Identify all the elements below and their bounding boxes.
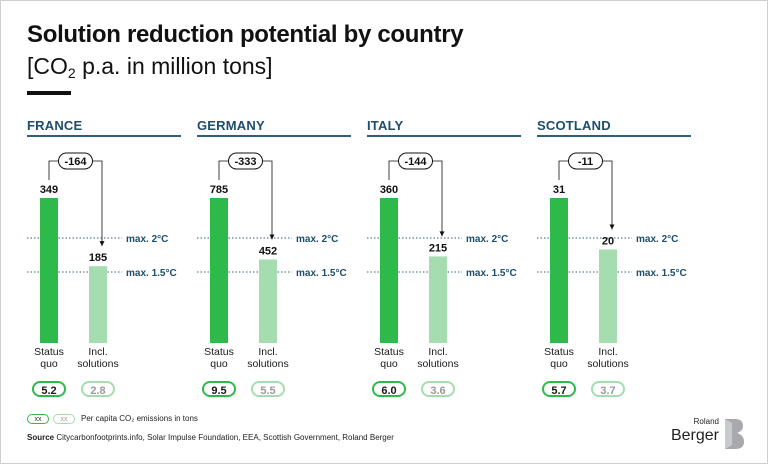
country-rule (197, 135, 351, 137)
ref-line-label: max. 2°C (636, 234, 678, 245)
per-capita-status-quo: 5.7 (542, 381, 576, 397)
reduction-arrow (269, 234, 275, 240)
category-label-incl-solutions: Incl. (598, 346, 617, 358)
reduction-pill (398, 152, 433, 170)
country-title: FRANCE (27, 118, 83, 133)
reduction-value: -333 (234, 156, 256, 168)
ref-line-label: max. 1.5°C (636, 268, 687, 279)
value-label-status-quo: 360 (380, 184, 398, 196)
category-label-status-quo: quo (210, 358, 228, 370)
per-capita-incl-solutions: 3.7 (591, 381, 625, 397)
value-label-incl-solutions: 452 (259, 246, 277, 258)
bar-incl-solutions (259, 259, 277, 343)
logo-b-mark (725, 419, 744, 449)
per-capita-incl-solutions: 3.6 (421, 381, 455, 397)
bar-incl-solutions (599, 249, 617, 343)
value-label-incl-solutions: 215 (429, 242, 447, 254)
category-label-incl-solutions: Incl. (258, 346, 277, 358)
country-title: ITALY (367, 118, 404, 133)
value-label-incl-solutions: 20 (602, 235, 614, 247)
per-capita-incl-solutions: 5.5 (251, 381, 285, 397)
country-rule (367, 135, 521, 137)
country-title: GERMANY (197, 118, 265, 133)
value-label-status-quo: 349 (40, 184, 58, 196)
category-label-status-quo: quo (550, 358, 568, 370)
category-label-incl-solutions: solutions (247, 358, 288, 370)
bar-status-quo (40, 198, 58, 343)
reduction-value: -144 (404, 156, 427, 168)
category-label-status-quo: quo (40, 358, 58, 370)
category-label-incl-solutions: Incl. (88, 346, 107, 358)
roland-berger-logo: Roland Berger (671, 417, 745, 451)
category-label-status-quo: Status (374, 346, 404, 358)
legend-incl-pill: xx (53, 414, 75, 424)
category-label-incl-solutions: solutions (77, 358, 118, 370)
per-capita-status-quo: 6.0 (372, 381, 406, 397)
category-label-incl-solutions: solutions (417, 358, 458, 370)
bar-incl-solutions (429, 256, 447, 343)
reduction-arrow (439, 231, 445, 237)
legend-text: Per capita CO₂ emissions in tons (81, 414, 198, 423)
ref-line-label: max. 1.5°C (126, 268, 177, 279)
title-rule (27, 91, 71, 95)
chart-title: Solution reduction potential by country (27, 21, 464, 48)
ref-line-label: max. 1.5°C (296, 268, 347, 279)
value-label-status-quo: 31 (553, 184, 565, 196)
panel-italy: ITALY max. 2°C max. 1.5°C 360 215 -144 Status q… (367, 115, 521, 405)
bar-status-quo (550, 198, 568, 343)
value-label-incl-solutions: 185 (89, 252, 107, 264)
ref-line-label: max. 2°C (296, 234, 338, 245)
ref-line-label: max. 1.5°C (466, 268, 517, 279)
panel-france: FRANCE max. 2°C max. 1.5°C 349 185 -164 Status… (27, 115, 181, 405)
category-label-status-quo: Status (34, 346, 64, 358)
per-capita-status-quo: 9.5 (202, 381, 236, 397)
category-label-status-quo: Status (204, 346, 234, 358)
legend-status-pill: xx (27, 414, 49, 424)
country-rule (27, 135, 181, 137)
reduction-value: -11 (578, 156, 593, 168)
per-capita-incl-solutions: 2.8 (81, 381, 115, 397)
reduction-arrow (609, 224, 615, 230)
country-title: SCOTLAND (537, 118, 611, 133)
reduction-arrow (99, 241, 105, 247)
panel-germany: GERMANY max. 2°C max. 1.5°C 785 452 -333 Statu… (197, 115, 351, 405)
bar-status-quo (380, 198, 398, 343)
reduction-pill (58, 152, 93, 170)
reduction-pill (568, 152, 603, 170)
reduction-value: -164 (64, 156, 87, 168)
source-note: Source Citycarbonfootprints.info, Solar … (27, 433, 394, 442)
category-label-status-quo: Status (544, 346, 574, 358)
ref-line-label: max. 2°C (126, 234, 168, 245)
chart-subtitle: [CO2 p.a. in million tons] (27, 53, 273, 81)
reduction-pill (228, 152, 263, 170)
panel-scotland: SCOTLAND max. 2°C max. 1.5°C 31 20 -11 Status q… (537, 115, 691, 405)
country-rule (537, 135, 691, 137)
category-label-incl-solutions: Incl. (428, 346, 447, 358)
value-label-status-quo: 785 (210, 184, 228, 196)
bar-status-quo (210, 198, 228, 343)
ref-line-label: max. 2°C (466, 234, 508, 245)
category-label-incl-solutions: solutions (587, 358, 628, 370)
category-label-status-quo: quo (380, 358, 398, 370)
bar-incl-solutions (89, 266, 107, 343)
per-capita-status-quo: 5.2 (32, 381, 66, 397)
